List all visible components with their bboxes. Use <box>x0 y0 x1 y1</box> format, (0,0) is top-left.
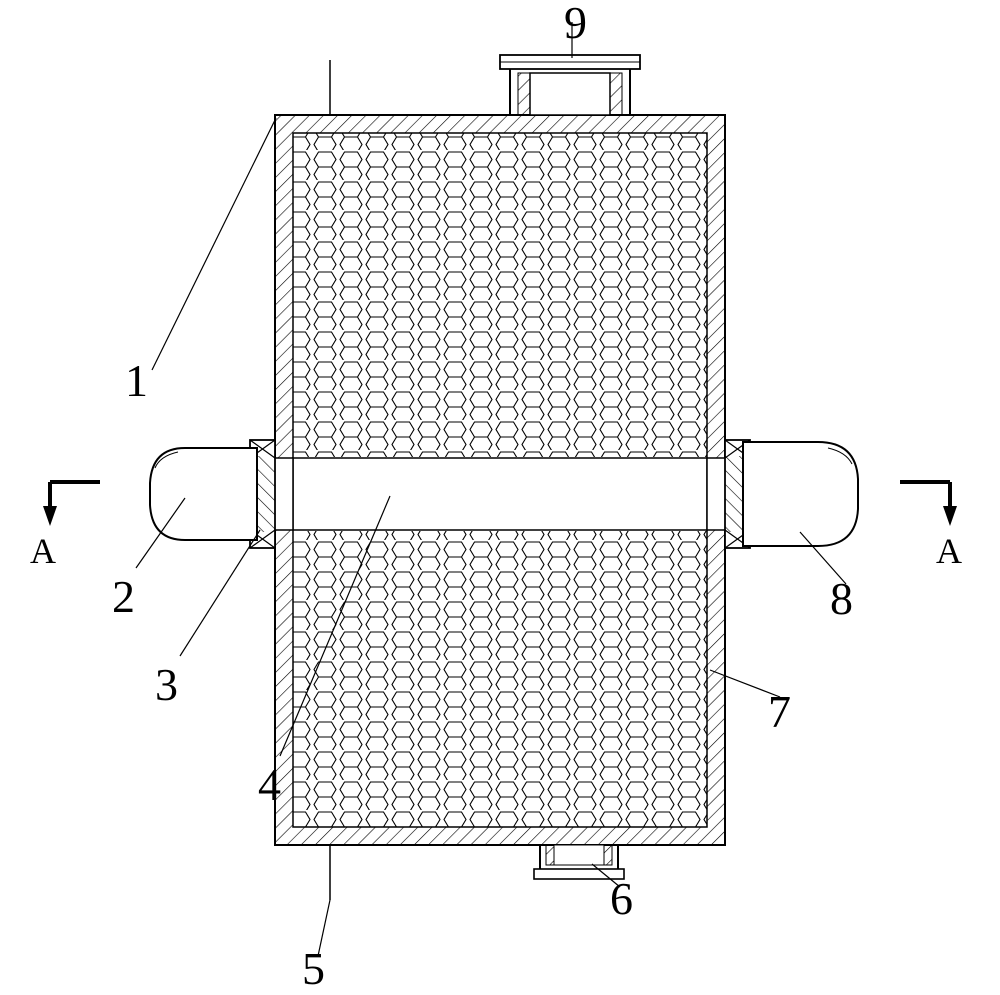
callout-9: 9 <box>564 0 587 49</box>
diagram-container <box>0 0 1000 993</box>
section-marker-right <box>900 482 957 526</box>
diagram-svg <box>0 0 1000 993</box>
section-label-right: A <box>936 530 962 572</box>
callout-4: 4 <box>258 758 281 811</box>
callout-2: 2 <box>112 570 135 623</box>
callout-1: 1 <box>125 354 148 407</box>
callout-8: 8 <box>830 572 853 625</box>
section-marker-left <box>43 482 100 526</box>
callout-7: 7 <box>768 685 791 738</box>
section-label-left: A <box>30 530 56 572</box>
callout-6: 6 <box>610 872 633 925</box>
callout-3: 3 <box>155 658 178 711</box>
callout-5: 5 <box>302 942 325 995</box>
